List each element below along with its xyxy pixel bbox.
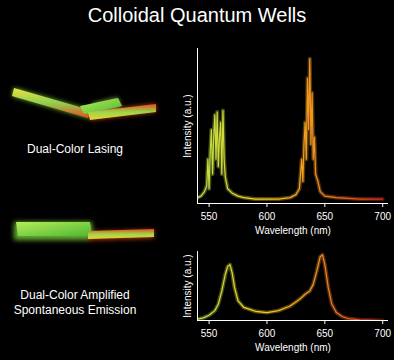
svg-text:600: 600 bbox=[259, 211, 276, 222]
svg-text:700: 700 bbox=[374, 211, 391, 222]
svg-text:650: 650 bbox=[316, 328, 333, 339]
svg-text:Wavelength (nm): Wavelength (nm) bbox=[255, 225, 331, 236]
html-text:Dual-Color Lasing: Dual-Color Lasing bbox=[27, 142, 123, 156]
svg-text:600: 600 bbox=[259, 328, 276, 339]
svg-text:650: 650 bbox=[316, 211, 333, 222]
html-text:Dual-Color Amplified Spontaneo: Dual-Color Amplified Spontaneous Emissio… bbox=[13, 288, 137, 317]
svg-text:550: 550 bbox=[201, 211, 218, 222]
svg-text:Wavelength (nm): Wavelength (nm) bbox=[255, 342, 331, 353]
svg-text:700: 700 bbox=[374, 328, 391, 339]
svg-text:Intensity (a.u.): Intensity (a.u.) bbox=[182, 94, 193, 157]
svg-text:550: 550 bbox=[201, 328, 218, 339]
html-text:Colloidal Quantum Wells: Colloidal Quantum Wells bbox=[87, 4, 307, 26]
svg-text:Intensity (a.u.): Intensity (a.u.) bbox=[182, 254, 193, 317]
